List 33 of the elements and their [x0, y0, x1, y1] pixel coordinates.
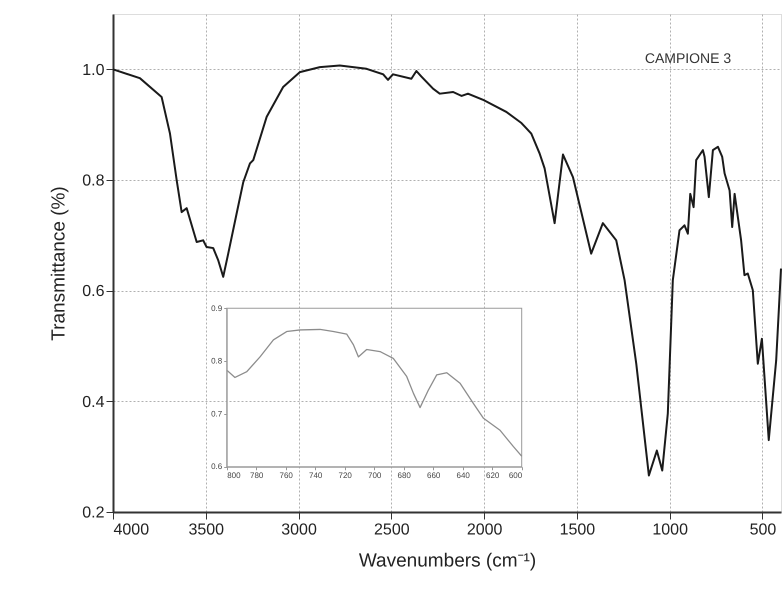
x-tick-label: 720	[338, 471, 352, 480]
x-tick-label: 1000	[652, 522, 688, 538]
x-tick-label: 600	[508, 471, 523, 480]
y-tick-label: 0.9	[211, 304, 223, 313]
y-tick-label: 0.2	[82, 504, 105, 522]
x-tick-label: 640	[456, 471, 470, 480]
y-tick-label: 1.0	[82, 62, 105, 79]
annotation: CAMPIONE 3	[644, 50, 732, 66]
y-tick-label: 0.6	[211, 462, 223, 472]
x-tick-label: 620	[486, 471, 500, 480]
x-tick-label: 4000	[114, 522, 150, 538]
y-axis-title: Transmittance (%)	[48, 186, 70, 341]
x-tick-label: 780	[250, 471, 264, 480]
x-tick-label: 2000	[466, 522, 503, 538]
y-tick-label: 0.8	[82, 172, 105, 190]
line-series	[112, 64, 782, 476]
y-tick-label: 0.4	[82, 394, 105, 411]
x-tick-label: 680	[398, 471, 412, 480]
x-tick-label: 700	[368, 471, 382, 480]
x-tick-label: 500	[750, 522, 776, 538]
y-tick-label: 0.7	[211, 409, 223, 418]
x-tick-label: 740	[309, 471, 323, 480]
x-axis-title: Wavenumbers (cm⁻¹)	[358, 550, 536, 572]
x-tick-label: 3500	[188, 522, 224, 538]
x-tick-label: 760	[280, 471, 294, 480]
line-series	[226, 328, 522, 457]
x-tick-label: 660	[427, 471, 441, 480]
x-tick-label: 2500	[374, 522, 410, 538]
x-tick-label: 800	[227, 471, 242, 480]
x-tick-label: 1500	[560, 522, 596, 538]
y-tick-label: 0.8	[211, 356, 223, 366]
x-tick-label: 3000	[281, 522, 317, 538]
y-tick-label: 0.6	[82, 283, 105, 300]
